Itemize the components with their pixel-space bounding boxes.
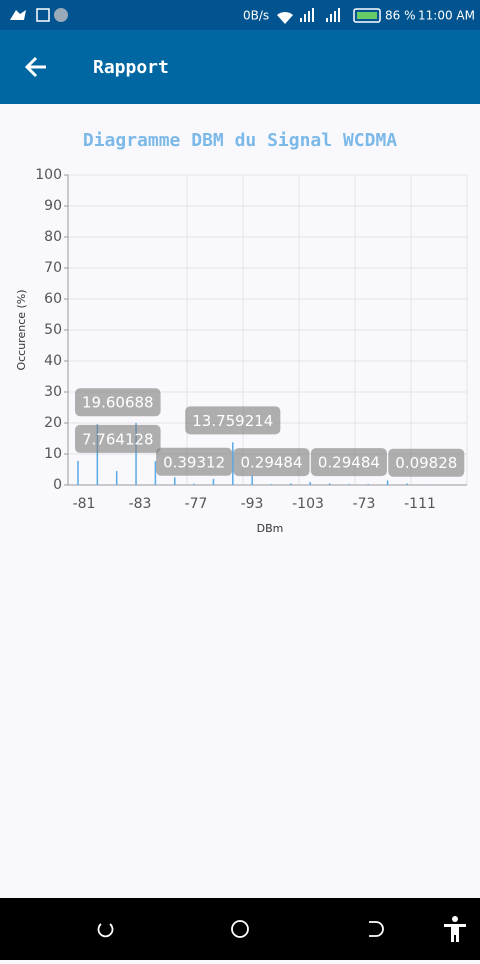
clock: 11:00 AM bbox=[418, 9, 475, 23]
y-tick-label: 30 bbox=[44, 384, 62, 400]
x-tick-label: -93 bbox=[241, 496, 264, 512]
bar bbox=[387, 480, 389, 485]
y-tick-label: 40 bbox=[44, 353, 62, 369]
y-tick-label: 50 bbox=[44, 322, 62, 338]
bar bbox=[348, 484, 350, 485]
x-tick-label: -83 bbox=[129, 496, 152, 512]
data-label: 0.29484 bbox=[240, 454, 302, 472]
y-tick-label: 90 bbox=[44, 198, 62, 214]
y-tick-label: 20 bbox=[44, 415, 62, 431]
app-bar bbox=[0, 30, 480, 104]
net-speed: 0B/s bbox=[243, 9, 269, 23]
bar bbox=[271, 484, 273, 485]
x-tick-label: -81 bbox=[73, 496, 96, 512]
data-label: 7.764128 bbox=[82, 430, 154, 448]
x-tick-label: -73 bbox=[353, 496, 376, 512]
data-label: 0.39312 bbox=[163, 453, 225, 471]
bar bbox=[368, 484, 370, 485]
x-tick-label: -77 bbox=[185, 496, 208, 512]
bar bbox=[232, 442, 234, 485]
data-label: 0.29484 bbox=[318, 454, 380, 472]
app-title: Rapport bbox=[93, 57, 169, 78]
bar bbox=[77, 461, 79, 485]
chart-title: Diagramme DBM du Signal WCDMA bbox=[83, 130, 397, 151]
y-tick-label: 80 bbox=[44, 229, 62, 245]
y-tick-label: 0 bbox=[53, 477, 62, 493]
bar bbox=[309, 482, 311, 485]
bar bbox=[155, 461, 157, 485]
bar bbox=[193, 484, 195, 485]
y-tick-label: 60 bbox=[44, 291, 62, 307]
nav-bar bbox=[0, 898, 480, 960]
bar bbox=[116, 471, 118, 485]
data-label: 0.09828 bbox=[395, 454, 457, 472]
bar bbox=[406, 483, 408, 485]
x-tick-label: -103 bbox=[292, 496, 324, 512]
plot: 0 10 20 30 40 50 60 70 80 90 100 -81 -83 -77 -93 -103 -7… bbox=[35, 167, 467, 512]
y-tick-label: 100 bbox=[35, 167, 62, 183]
bar bbox=[251, 476, 253, 485]
y-tick-label: 70 bbox=[44, 260, 62, 276]
bar bbox=[329, 483, 331, 485]
x-axis-title: DBm bbox=[257, 522, 284, 535]
bar bbox=[174, 477, 176, 485]
y-tick-label: 10 bbox=[44, 446, 62, 462]
data-label: 19.60688 bbox=[82, 394, 154, 412]
bar bbox=[290, 483, 292, 485]
x-tick-label: -111 bbox=[404, 496, 436, 512]
battery: 86 % bbox=[385, 9, 416, 23]
y-axis-title: Occurence (%) bbox=[15, 289, 28, 370]
bar bbox=[213, 479, 215, 485]
data-label: 13.759214 bbox=[192, 412, 273, 430]
